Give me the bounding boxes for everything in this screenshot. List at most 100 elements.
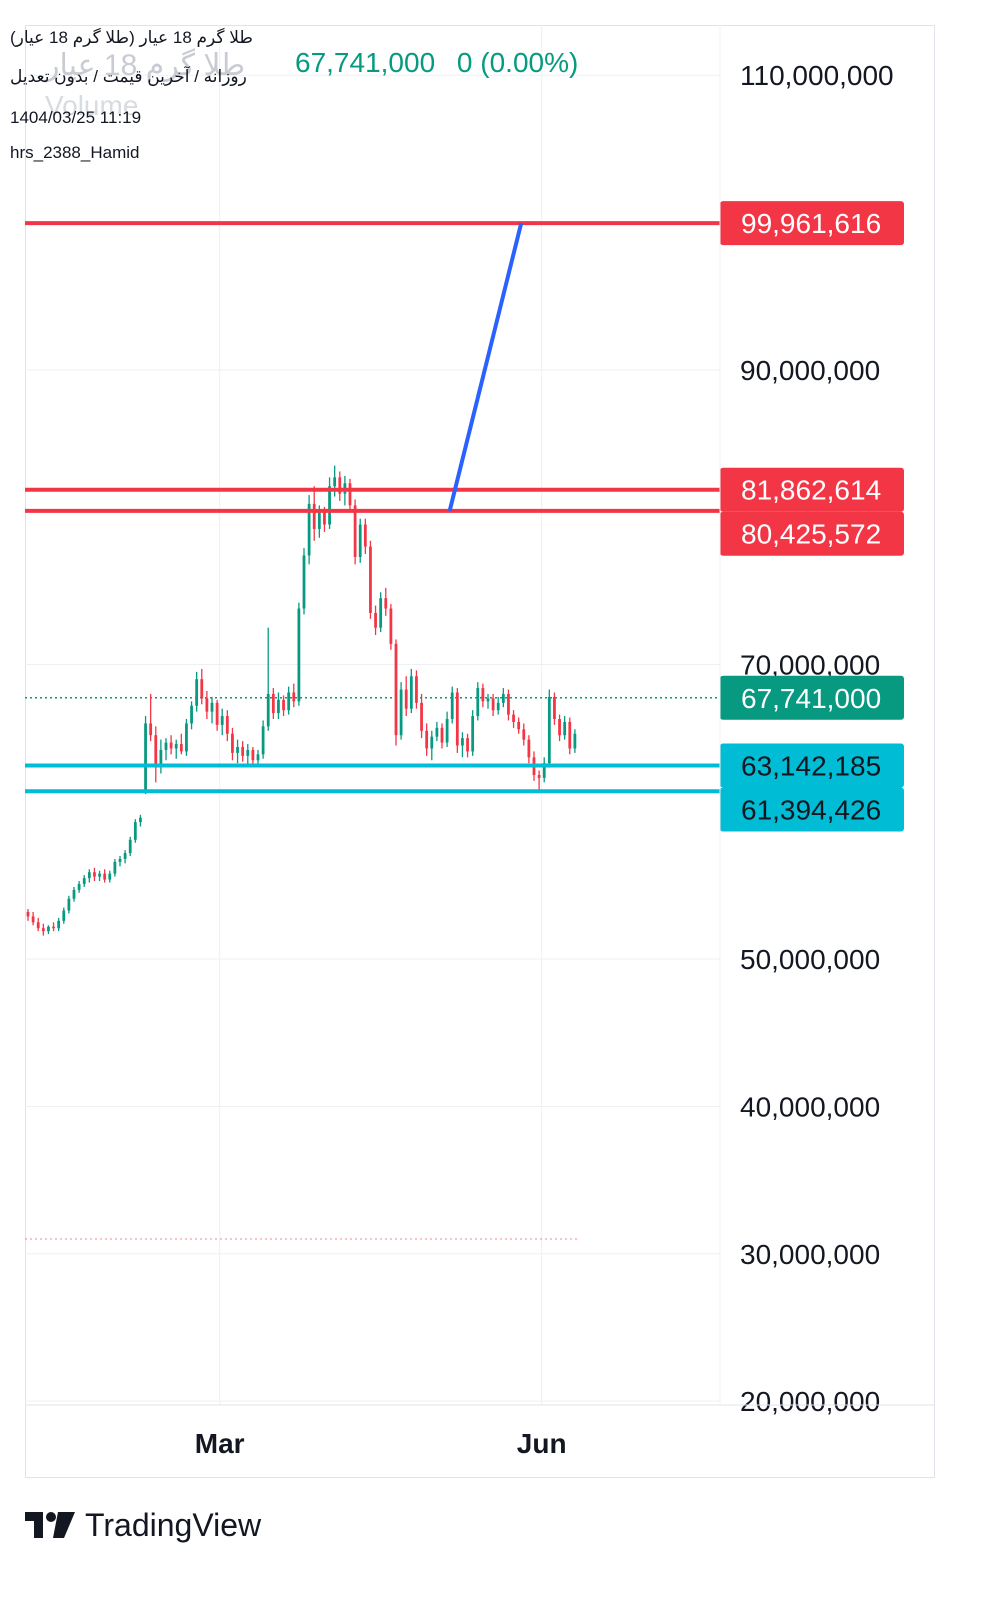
candle-body <box>118 858 122 862</box>
candle-body <box>420 702 423 731</box>
candle-body <box>563 721 567 736</box>
candle-body <box>430 736 434 749</box>
candle-body <box>82 878 86 885</box>
y-tick-label: 110,000,000 <box>740 60 894 91</box>
candle-body <box>384 598 388 609</box>
resistance-price-tag: 81,862,614 <box>741 475 881 506</box>
candle-body <box>353 505 357 557</box>
candle-body <box>261 726 265 755</box>
resistance-price-tag: 80,425,572 <box>741 519 881 550</box>
candle-body <box>26 911 30 917</box>
resistance-price-tag: 99,961,616 <box>741 208 881 239</box>
trendline-group <box>447 222 524 512</box>
candle-body <box>287 692 291 711</box>
symbol-title: طلا گرم 18 عیار (طلا گرم 18 عیار) <box>10 28 253 47</box>
candle-body <box>435 727 439 737</box>
grid <box>25 25 720 1405</box>
candle-body <box>93 872 96 877</box>
candle-body <box>399 689 403 736</box>
candle-body <box>271 693 275 714</box>
candle-body <box>47 926 50 932</box>
candle-body <box>374 612 377 628</box>
candle-body <box>476 688 480 717</box>
candle-body <box>169 742 173 749</box>
y-tick-label: 50,000,000 <box>740 944 880 975</box>
candle-body <box>415 676 418 703</box>
candle-body <box>481 688 485 702</box>
resistance-price-tag-box <box>720 511 904 556</box>
candle-body <box>215 702 219 725</box>
price-change-value: 0 (0.00%) <box>456 47 579 78</box>
candle-body <box>36 922 40 929</box>
candle-body <box>333 477 337 487</box>
ghost-volume-watermark: Volume <box>45 90 139 121</box>
candle-body <box>389 608 393 644</box>
candle-body <box>185 723 188 752</box>
candle-body <box>297 608 301 702</box>
horizontal-levels <box>25 221 720 794</box>
tradingview-logo[interactable]: TradingView <box>25 1505 261 1545</box>
support-price-tag-box <box>720 743 904 788</box>
candle-body <box>87 872 91 879</box>
last-price-tag-box <box>720 675 904 720</box>
candle-body <box>210 702 214 712</box>
candle-body <box>266 693 270 727</box>
candle-body <box>149 723 153 736</box>
y-tick-label: 40,000,000 <box>740 1091 880 1122</box>
candle-body <box>537 774 541 778</box>
candle-body <box>174 744 178 749</box>
candle-body <box>225 716 229 734</box>
y-tick-label: 70,000,000 <box>740 649 880 680</box>
support-price-tag: 61,394,426 <box>741 795 881 826</box>
candle-body <box>573 733 577 749</box>
candle-body <box>154 735 158 765</box>
candle-body <box>369 546 372 613</box>
candle-body <box>404 689 408 709</box>
candle-body <box>133 822 137 840</box>
candle-body <box>547 696 551 764</box>
candle-body <box>277 699 280 714</box>
candle-body <box>52 926 55 929</box>
candle-body <box>409 676 413 709</box>
candle-body <box>195 679 199 706</box>
trendline <box>447 222 524 512</box>
y-tick-label: 90,000,000 <box>740 355 880 386</box>
candle-body <box>123 853 127 859</box>
candle-body <box>358 524 362 557</box>
candle-body <box>72 889 76 899</box>
candle-body <box>179 744 183 752</box>
candle-body <box>496 702 500 711</box>
candle-body <box>292 692 296 702</box>
resistance-price-tag-box <box>720 201 904 246</box>
candle-body <box>144 723 147 792</box>
candle-body <box>236 746 239 753</box>
candle-body <box>507 693 510 715</box>
candle-body <box>57 920 61 929</box>
chart-settings-subtitle: روزانه / آخرین قیمت / بدون تعدیل <box>10 67 247 86</box>
candle-body <box>338 477 342 494</box>
candle-body <box>491 698 495 711</box>
candle-body <box>553 696 556 719</box>
candle-body <box>558 719 561 736</box>
candle-body <box>486 698 490 702</box>
candle-body <box>323 511 326 525</box>
x-tick-label: Mar <box>195 1428 245 1459</box>
candle-body <box>128 839 132 854</box>
candle-body <box>466 738 469 752</box>
candle-body <box>205 698 209 712</box>
candle-body <box>471 716 475 752</box>
candle-body <box>440 727 444 743</box>
candle-body <box>108 873 112 880</box>
candle-body <box>568 721 572 749</box>
candle-body <box>164 742 168 750</box>
candle-body <box>363 524 367 547</box>
ghost-symbol-watermark: طلا گرم 18 عیار <box>45 49 246 82</box>
price-dotted-lines <box>25 697 720 1240</box>
candle-body <box>67 898 71 911</box>
candle-body <box>527 739 531 758</box>
candle-body <box>517 721 521 730</box>
candle-body <box>98 873 101 877</box>
candle-body <box>220 716 224 725</box>
candle-body <box>348 483 352 506</box>
